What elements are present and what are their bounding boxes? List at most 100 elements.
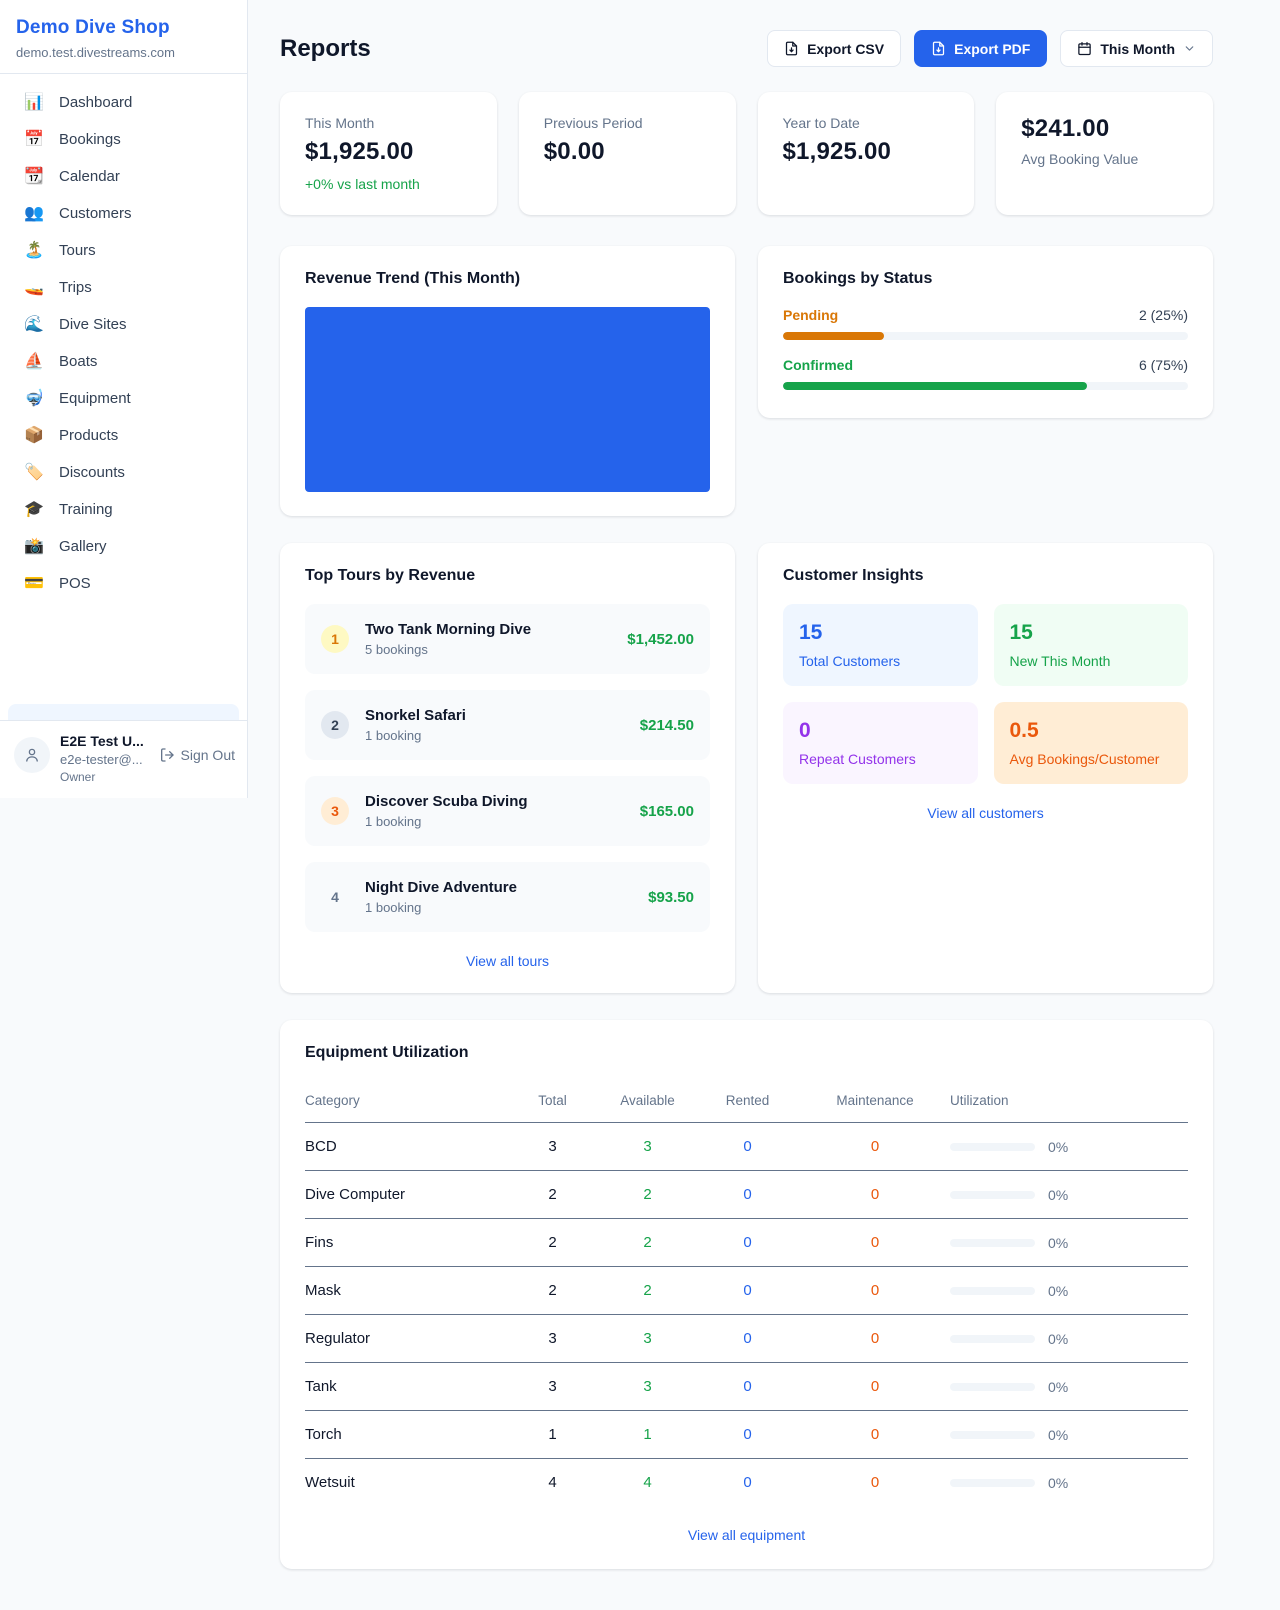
stats-row: This Month $1,925.00 +0% vs last month P… [280, 92, 1213, 215]
utilization-pct: 0% [1048, 1331, 1069, 1348]
cell-total: 4 [548, 1474, 557, 1492]
table-row: BCD 3 3 0 0 0% [305, 1122, 1188, 1172]
chevron-down-icon [1185, 46, 1194, 51]
sidebar-item-bookings[interactable]: 📅 Bookings [8, 121, 239, 158]
sidebar-item-label: POS [59, 575, 91, 592]
cell-total: 3 [505, 1362, 600, 1412]
insight-label: Repeat Customers [799, 751, 916, 767]
utilization-bar [950, 1479, 1035, 1488]
cell-available: 3 [600, 1362, 695, 1412]
cell-total: 2 [505, 1218, 600, 1268]
sidebar-nav: 📊 Dashboard 📅 Bookings 📆 Calendar 👥 Cust… [0, 74, 247, 720]
sidebar-item-tours[interactable]: 🏝️ Tours [8, 232, 239, 269]
progress-fill-confirmed [783, 382, 1087, 390]
tour-revenue: $1,452.00 [627, 630, 694, 648]
stat-label: Year to Date [782, 115, 860, 131]
insight-value: 15 [799, 621, 823, 644]
charts-row: Revenue Trend (This Month) Bookings by S… [280, 246, 1213, 516]
sign-out-button[interactable]: Sign Out [159, 747, 235, 763]
cell-available: 2 [600, 1218, 695, 1268]
view-all-equipment-link[interactable]: View all equipment [687, 1527, 806, 1544]
sidebar-item-pos[interactable]: 💳 POS [8, 565, 239, 602]
cell-utilization: 0% [950, 1410, 1188, 1460]
sidebar-item-equipment[interactable]: 🤿 Equipment [8, 380, 239, 417]
rank-badge: 4 [331, 889, 339, 905]
status-label: Pending [783, 307, 839, 323]
table-row: Torch 1 1 0 0 0% [305, 1410, 1188, 1460]
revenue-trend-chart [305, 307, 710, 492]
cell-maintenance: 0 [800, 1266, 950, 1316]
cell-available: 3 [600, 1122, 695, 1172]
customer-insights-title: Customer Insights [783, 567, 924, 584]
rank-badge: 2 [321, 711, 349, 739]
sidebar-item-label: Dive Sites [59, 316, 127, 333]
period-label: This Month [1100, 40, 1175, 57]
tear-calendar-icon: 📆 [24, 167, 44, 185]
col-category: Category [305, 1081, 505, 1123]
sidebar-item-label: Boats [59, 353, 98, 370]
revenue-trend-card: Revenue Trend (This Month) [280, 246, 735, 516]
sidebar: Demo Dive Shop demo.test.divestreams.com… [0, 0, 248, 798]
tour-row: 2 Snorkel Safari 1 booking $214.50 [305, 690, 710, 760]
utilization-bar [950, 1287, 1035, 1296]
equipment-table: Category Total Available Rented Maintena… [305, 1081, 1188, 1506]
table-header-row: Category Total Available Rented Maintena… [305, 1081, 1188, 1123]
diving-mask-icon: 🤿 [24, 389, 44, 407]
sidebar-item-calendar[interactable]: 📆 Calendar [8, 158, 239, 195]
status-label: Confirmed [783, 357, 853, 373]
cell-total: 2 [505, 1170, 600, 1220]
utilization-pct: 0% [1048, 1427, 1069, 1444]
cell-utilization: 0% [950, 1170, 1188, 1220]
export-pdf-label: Export PDF [954, 40, 1031, 57]
tour-revenue: $165.00 [639, 802, 694, 820]
sidebar-item-products[interactable]: 📦 Products [8, 417, 239, 454]
user-role: Owner [60, 770, 96, 784]
sidebar-item-gallery[interactable]: 📸 Gallery [8, 528, 239, 565]
view-all-customers-link[interactable]: View all customers [927, 805, 1044, 821]
sidebar-item-trips[interactable]: 🚤 Trips [8, 269, 239, 306]
cell-utilization: 0% [950, 1266, 1188, 1316]
utilization-pct: 0% [1048, 1475, 1069, 1492]
export-pdf-button[interactable]: Export PDF [914, 30, 1048, 67]
cell-maintenance: 0 [800, 1410, 950, 1460]
user-panel: E2E Test U... e2e-tester@... Owner Sign … [0, 720, 247, 798]
sidebar-item-label: Trips [59, 279, 92, 296]
tour-name: Discover Scuba Diving [365, 793, 528, 810]
sidebar-item-discounts[interactable]: 🏷️ Discounts [8, 454, 239, 491]
col-maintenance: Maintenance [800, 1081, 950, 1123]
table-row: Wetsuit 4 4 0 0 0% [305, 1459, 1188, 1507]
view-all-tours-link[interactable]: View all tours [465, 953, 549, 969]
sidebar-item-customers[interactable]: 👥 Customers [8, 195, 239, 232]
sidebar-item-boats[interactable]: ⛵ Boats [8, 343, 239, 380]
sidebar-item-label: Discounts [59, 464, 125, 481]
cell-category: Fins [305, 1218, 505, 1268]
cell-available: 1 [600, 1410, 695, 1460]
cell-maintenance: 0 [800, 1218, 950, 1268]
cell-utilization: 0% [950, 1362, 1188, 1412]
tour-bookings: 1 booking [365, 900, 422, 915]
tour-bookings: 1 booking [365, 814, 422, 829]
logout-icon [160, 748, 174, 762]
cell-rented: 0 [743, 1474, 752, 1492]
stat-label: Avg Booking Value [1021, 151, 1139, 167]
stat-value: $1,925.00 [782, 138, 892, 165]
cell-rented: 0 [695, 1122, 800, 1172]
progress-track [783, 382, 1188, 390]
tours-insights-row: Top Tours by Revenue 1 Two Tank Morning … [280, 543, 1213, 993]
stat-label: This Month [305, 115, 375, 131]
period-select[interactable]: This Month [1060, 30, 1213, 67]
sidebar-item-label: Bookings [59, 131, 121, 148]
export-csv-button[interactable]: Export CSV [767, 30, 902, 67]
sidebar-item-dashboard[interactable]: 📊 Dashboard [8, 84, 239, 121]
sidebar-item-training[interactable]: 🎓 Training [8, 491, 239, 528]
cell-available: 4 [643, 1474, 652, 1492]
cell-rented: 0 [695, 1410, 800, 1460]
camera-icon: 📸 [24, 537, 44, 555]
cell-rented: 0 [695, 1362, 800, 1412]
stat-value: $1,925.00 [305, 138, 414, 165]
sidebar-item-dive-sites[interactable]: 🌊 Dive Sites [8, 306, 239, 343]
sidebar-item-active-partial[interactable] [8, 704, 239, 720]
bar-chart-icon: 📊 [24, 93, 44, 111]
stat-card-avg-booking-value: $241.00 Avg Booking Value [996, 92, 1213, 215]
cell-available: 3 [600, 1314, 695, 1364]
